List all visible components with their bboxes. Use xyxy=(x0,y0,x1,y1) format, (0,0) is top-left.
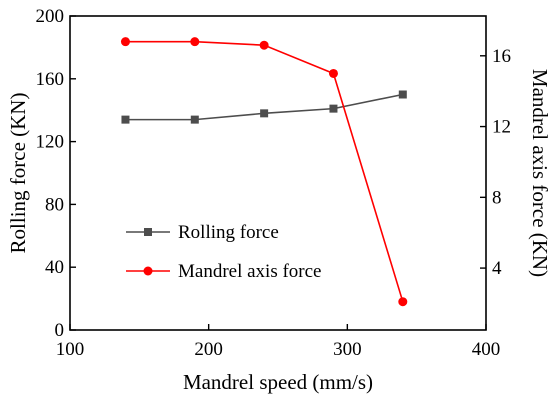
y-axis-left: 0 40 80 120 160 200 xyxy=(36,6,76,341)
y-axis-title: Rolling force (KN) xyxy=(6,93,30,254)
y-tick-label: 80 xyxy=(45,194,64,215)
data-point-square xyxy=(260,109,269,118)
y2-tick-label: 8 xyxy=(492,187,502,208)
y2-axis-title: Mandrel axis force (KN) xyxy=(528,69,550,277)
y2-tick-label: 16 xyxy=(492,46,511,67)
data-point-circle xyxy=(398,297,408,307)
data-point-square xyxy=(398,90,407,99)
x-tick-label: 200 xyxy=(194,339,223,360)
x-tick-label: 300 xyxy=(333,339,362,360)
data-point-square xyxy=(190,115,199,124)
x-tick-label: 400 xyxy=(472,339,501,360)
data-point-circle xyxy=(120,37,130,47)
y2-tick-label: 4 xyxy=(492,258,502,279)
data-point-circle xyxy=(328,68,338,78)
legend-swatch-marker xyxy=(144,228,152,236)
x-tick-label: 100 xyxy=(56,339,85,360)
y-tick-label: 200 xyxy=(36,6,65,27)
data-point-square xyxy=(121,115,130,124)
y-tick-label: 120 xyxy=(36,132,65,153)
data-point-circle xyxy=(190,37,200,47)
y2-tick-label: 12 xyxy=(492,117,511,138)
plot-frame xyxy=(69,15,487,331)
data-point-circle xyxy=(259,40,269,50)
y-tick-label: 160 xyxy=(36,69,65,90)
y-tick-label: 40 xyxy=(45,257,64,278)
legend: Rolling force Mandrel axis force xyxy=(126,222,322,282)
legend-label: Rolling force xyxy=(178,222,279,243)
series-layer xyxy=(120,37,408,307)
x-axis-title: Mandrel speed (mm/s) xyxy=(183,370,373,394)
x-axis: 100 200 300 400 xyxy=(56,324,501,360)
data-point-square xyxy=(329,104,338,113)
legend-swatch-marker xyxy=(143,266,153,276)
legend-label: Mandrel axis force xyxy=(178,261,322,282)
y-axis-right: 4 8 12 16 xyxy=(480,46,511,279)
y-tick-label: 0 xyxy=(55,320,65,341)
